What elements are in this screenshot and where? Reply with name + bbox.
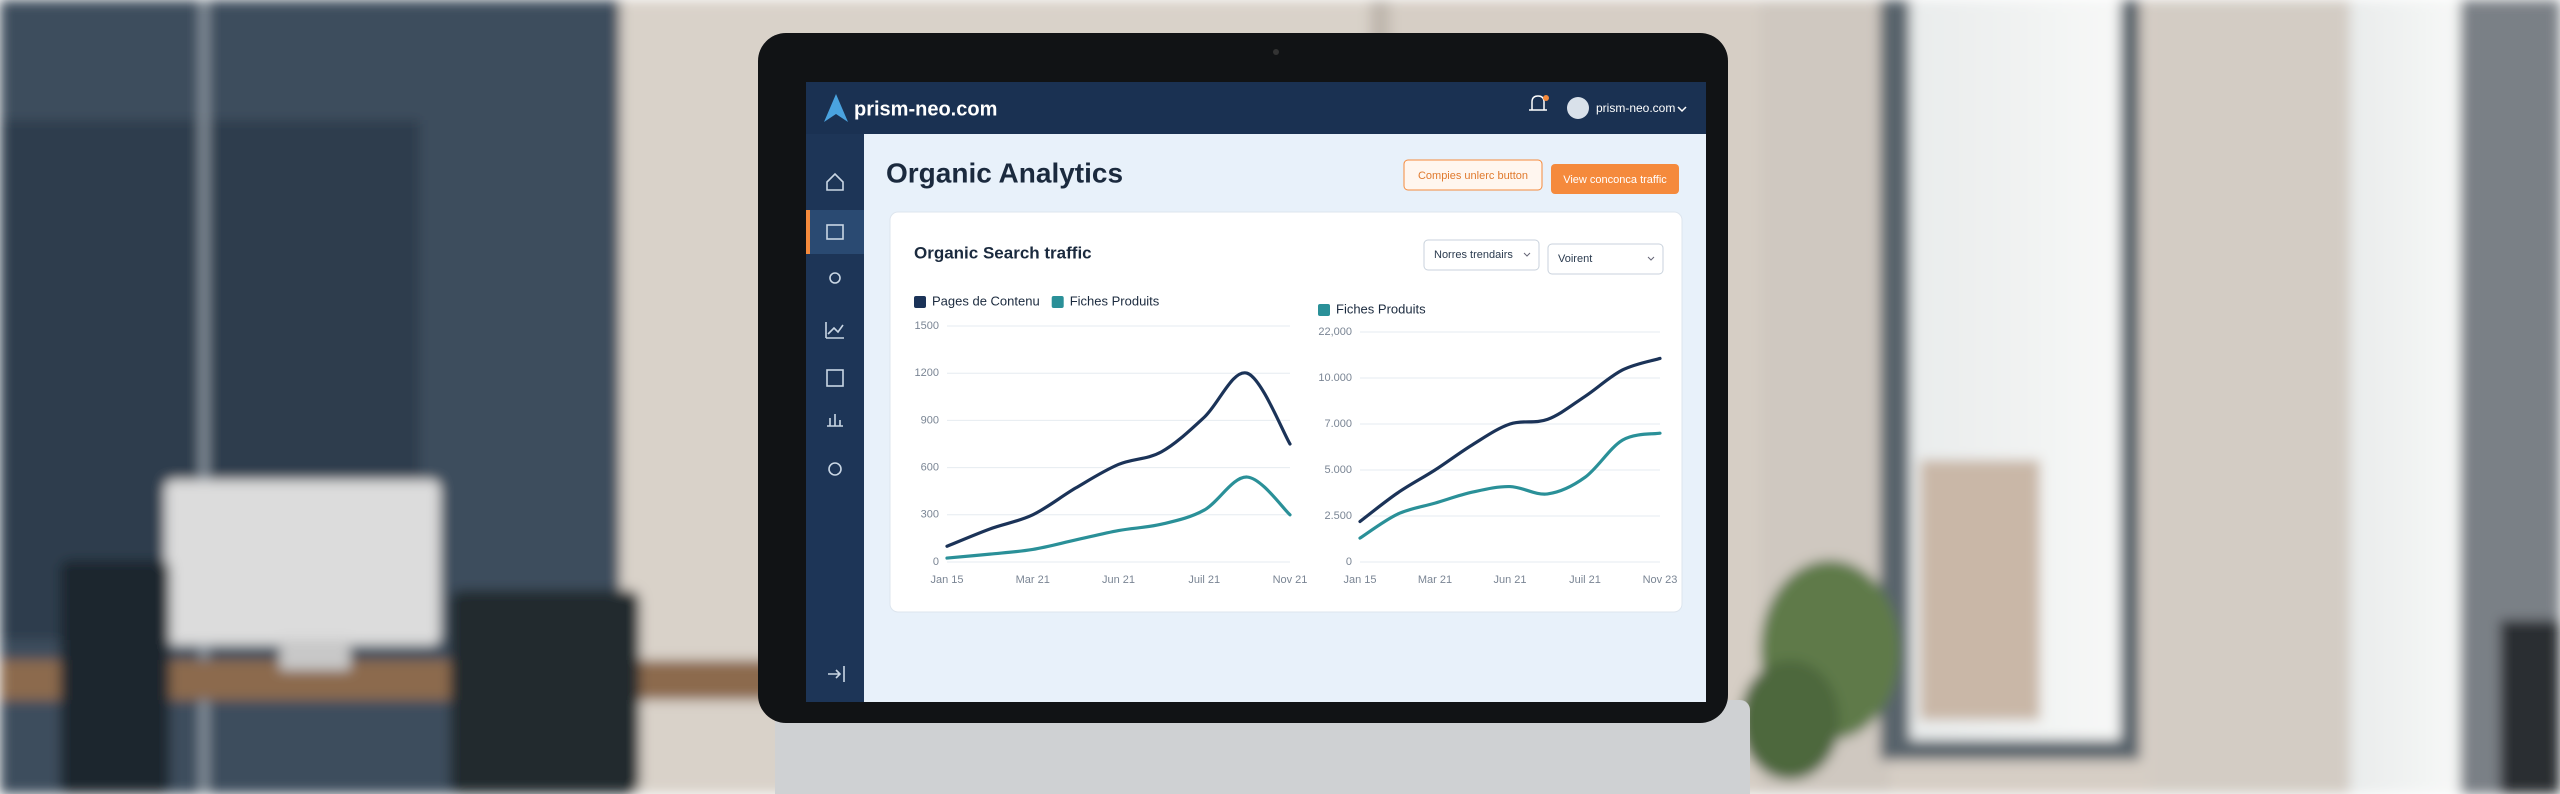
- camera: [1273, 49, 1279, 55]
- legend-swatch: [1318, 304, 1330, 316]
- y-tick-label: 1500: [915, 320, 939, 332]
- secondary-button[interactable]: [1403, 159, 1543, 191]
- notification-dot: [1543, 95, 1549, 101]
- y-tick-label: 0: [933, 556, 939, 568]
- page-title: Organic Analytics: [886, 157, 1123, 188]
- bell-icon[interactable]: [1529, 95, 1547, 111]
- settings-icon[interactable]: [828, 462, 842, 476]
- x-tick-label: Jan 15: [1343, 574, 1376, 586]
- sidebar-icons: [806, 172, 864, 682]
- x-tick-label: Jan 15: [930, 574, 963, 586]
- filter-dropdown[interactable]: [1547, 243, 1664, 275]
- x-tick-label: Juil 21: [1569, 574, 1601, 586]
- legend-label: Fiches Produits: [1336, 301, 1426, 316]
- chair: [2500, 620, 2560, 794]
- y-tick-label: 900: [921, 414, 939, 426]
- x-tick-label: Juil 21: [1188, 574, 1220, 586]
- screen: prism-neo.com prism-neo.com Organic Anal…: [806, 82, 1706, 702]
- legend-swatch: [1051, 296, 1064, 308]
- home-icon[interactable]: [826, 172, 844, 191]
- secondary-button-label[interactable]: Compies unlerc button: [1418, 170, 1528, 182]
- card: Organic Search traffic Norres trendairs …: [889, 211, 1683, 613]
- y-tick-label: 0: [1346, 556, 1352, 568]
- chevron: [1677, 106, 1687, 113]
- legend-swatch: [914, 296, 926, 308]
- filter-icon[interactable]: [827, 414, 843, 427]
- logo-icon: [824, 94, 848, 122]
- card-title: Organic Search traffic: [914, 243, 1092, 262]
- chevron: [1647, 256, 1655, 261]
- y-tick-label: 5.000: [1324, 464, 1352, 476]
- old-monitor: [165, 480, 440, 645]
- card-bg: [889, 211, 1683, 613]
- x-tick-label: Mar 21: [1016, 574, 1050, 586]
- legend-label: Fiches Produits: [1070, 293, 1160, 308]
- old-monitor-stand: [280, 640, 350, 670]
- primary-button-label[interactable]: View conconca traffic: [1563, 174, 1667, 186]
- chevron: [1523, 252, 1531, 257]
- y-tick-label: 600: [921, 462, 939, 474]
- filter-label[interactable]: Voirent: [1558, 253, 1592, 265]
- logout-icon[interactable]: [828, 666, 845, 682]
- y-tick-label: 22,000: [1318, 326, 1352, 338]
- avatar[interactable]: [1567, 97, 1589, 119]
- legend-label: Pages de Contenu: [932, 293, 1040, 308]
- user-name[interactable]: prism-neo.com: [1596, 101, 1675, 115]
- x-tick-label: Jun 21: [1102, 574, 1135, 586]
- monitor-chin: [775, 700, 1750, 794]
- x-tick-label: Mar 21: [1418, 574, 1452, 586]
- active-item[interactable]: [806, 210, 864, 254]
- table-icon[interactable]: [826, 369, 844, 387]
- dashboard-icon[interactable]: [826, 224, 844, 240]
- y-tick-label: 300: [921, 509, 939, 521]
- x-tick-label: Nov 23: [1643, 574, 1678, 586]
- column: [2150, 0, 2350, 794]
- filter-label[interactable]: Norres trendairs: [1434, 249, 1513, 261]
- plant: [1740, 660, 1840, 780]
- glass-frame: [200, 0, 208, 794]
- line-series: [945, 475, 1292, 560]
- top-bar: [806, 82, 1706, 134]
- chair: [450, 590, 640, 794]
- x-tick-label: Nov 21: [1273, 574, 1308, 586]
- primary-button[interactable]: [1551, 164, 1679, 194]
- x-tick-label: Jun 21: [1493, 574, 1526, 586]
- y-tick-label: 10.000: [1318, 372, 1352, 384]
- line-series: [945, 371, 1292, 548]
- filter-dropdown[interactable]: [1423, 239, 1540, 271]
- chair: [60, 560, 170, 794]
- line-series: [1358, 356, 1662, 524]
- y-tick-label: 2.500: [1324, 510, 1352, 522]
- logo-text: prism-neo.com: [854, 98, 997, 120]
- y-tick-label: 1200: [915, 367, 939, 379]
- window: [2350, 0, 2460, 794]
- line-series: [1358, 431, 1662, 540]
- building: [1920, 460, 2040, 720]
- user-icon[interactable]: [829, 272, 841, 284]
- active-marker: [806, 210, 810, 254]
- y-tick-label: 7.000: [1324, 418, 1352, 430]
- chart-icon[interactable]: [825, 322, 844, 339]
